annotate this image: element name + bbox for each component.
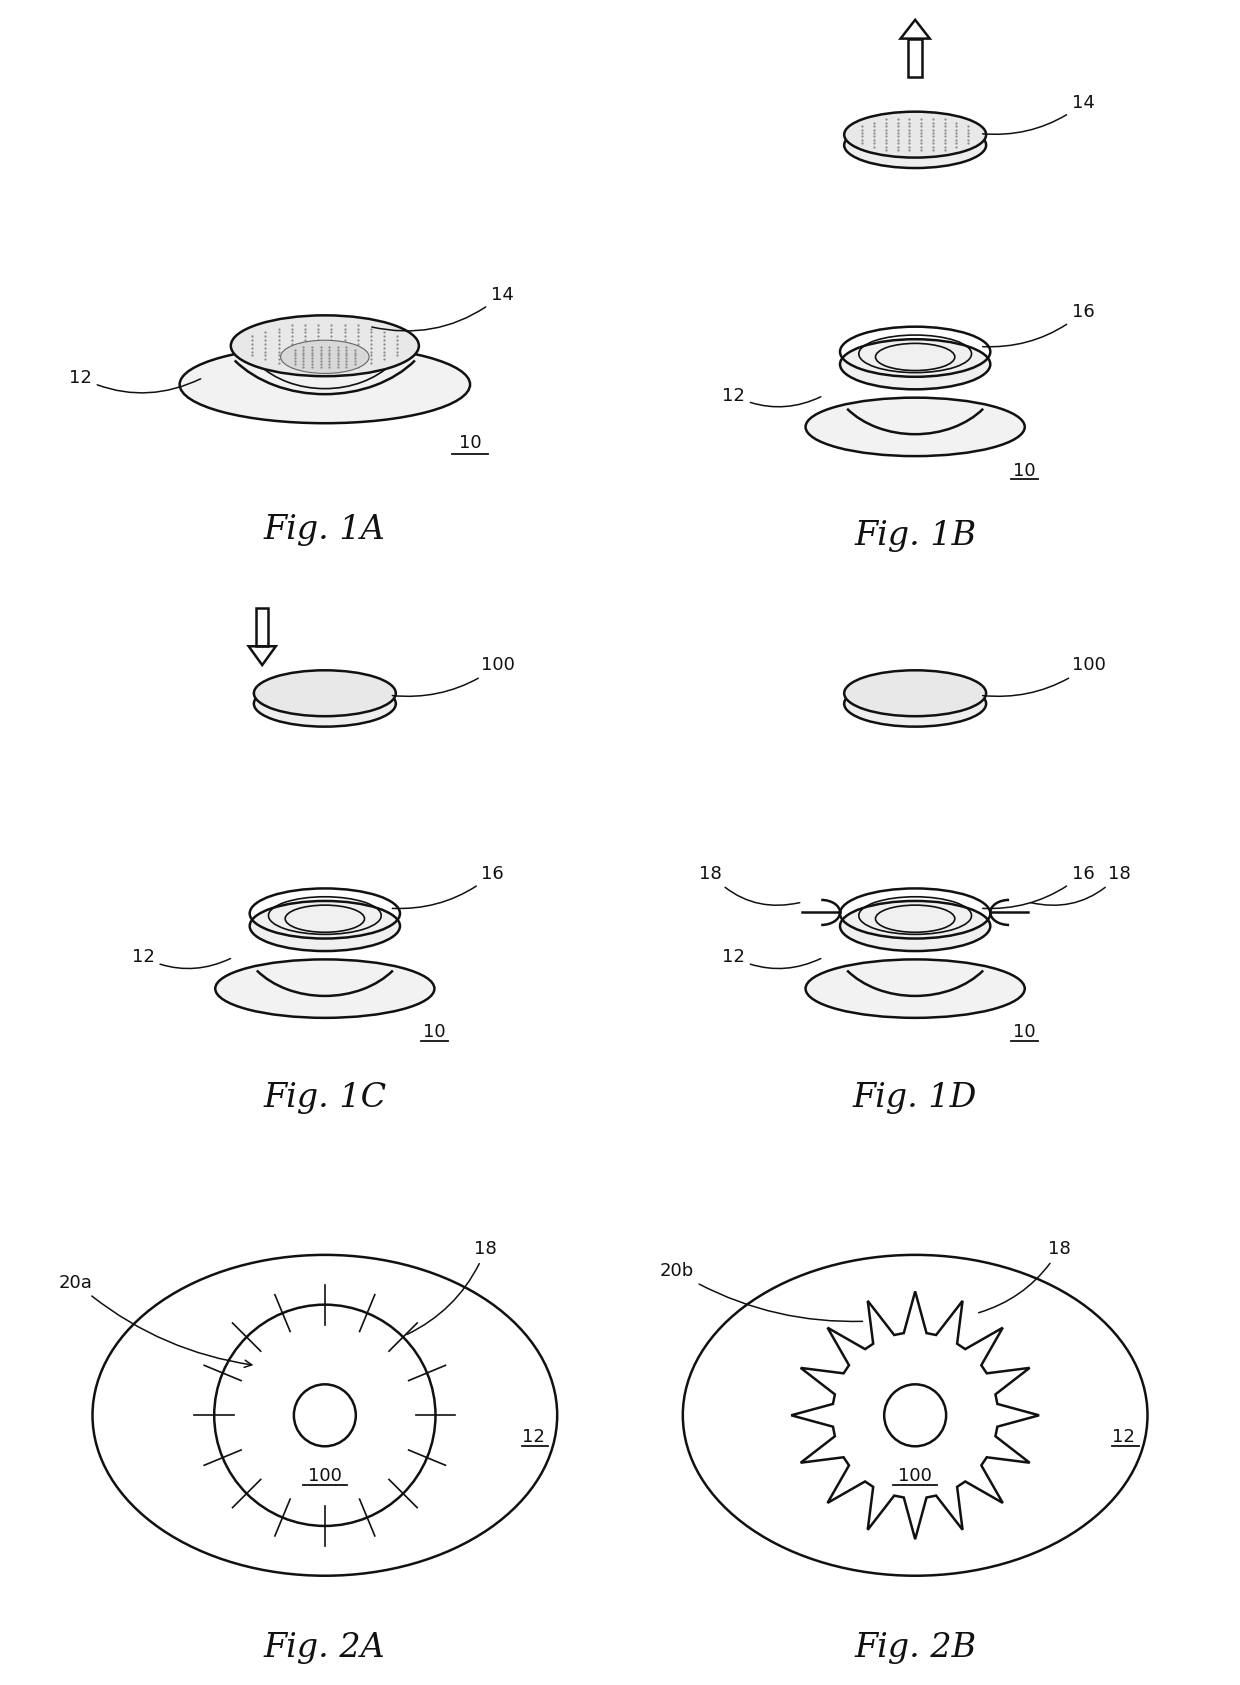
Text: 12: 12 [1112,1429,1135,1446]
Text: 18: 18 [978,1240,1070,1313]
Text: 100: 100 [898,1468,932,1484]
Text: Fig. 2A: Fig. 2A [264,1631,386,1663]
Text: 20a: 20a [58,1274,252,1368]
Ellipse shape [216,959,434,1018]
Text: 12: 12 [722,949,821,969]
Ellipse shape [844,681,986,726]
Ellipse shape [839,901,991,950]
Text: 16: 16 [982,303,1095,347]
Text: 14: 14 [982,94,1095,135]
Text: 10: 10 [423,1023,445,1041]
Ellipse shape [806,398,1024,457]
Text: 10: 10 [1013,1023,1037,1041]
Text: 18: 18 [407,1240,497,1335]
Text: 10: 10 [459,433,481,452]
Ellipse shape [844,121,986,168]
Text: 12: 12 [131,949,231,969]
Ellipse shape [249,901,401,950]
Text: 10: 10 [1013,462,1037,480]
Text: Fig. 1C: Fig. 1C [263,1082,387,1114]
Text: 12: 12 [722,386,821,406]
Ellipse shape [254,671,396,716]
Ellipse shape [844,671,986,716]
Text: 16: 16 [982,864,1095,908]
Text: 12: 12 [522,1429,544,1446]
Text: 100: 100 [392,655,516,696]
Ellipse shape [844,111,986,158]
Text: 14: 14 [372,285,513,330]
Text: Fig. 1D: Fig. 1D [853,1082,977,1114]
Ellipse shape [180,345,470,423]
Text: 18: 18 [1030,864,1131,905]
Text: Fig. 2B: Fig. 2B [854,1631,976,1663]
Ellipse shape [231,315,419,376]
Ellipse shape [839,339,991,389]
Text: 12: 12 [69,369,201,393]
Text: Fig. 1A: Fig. 1A [264,514,386,546]
Ellipse shape [280,340,370,374]
Text: 16: 16 [392,864,505,908]
Text: 100: 100 [982,655,1106,696]
Text: Fig. 1B: Fig. 1B [854,521,976,553]
Ellipse shape [93,1255,557,1575]
Text: 100: 100 [308,1468,342,1484]
Ellipse shape [806,959,1024,1018]
Ellipse shape [254,681,396,726]
Text: 20b: 20b [660,1262,863,1321]
Ellipse shape [683,1255,1147,1575]
Text: 18: 18 [699,864,800,905]
